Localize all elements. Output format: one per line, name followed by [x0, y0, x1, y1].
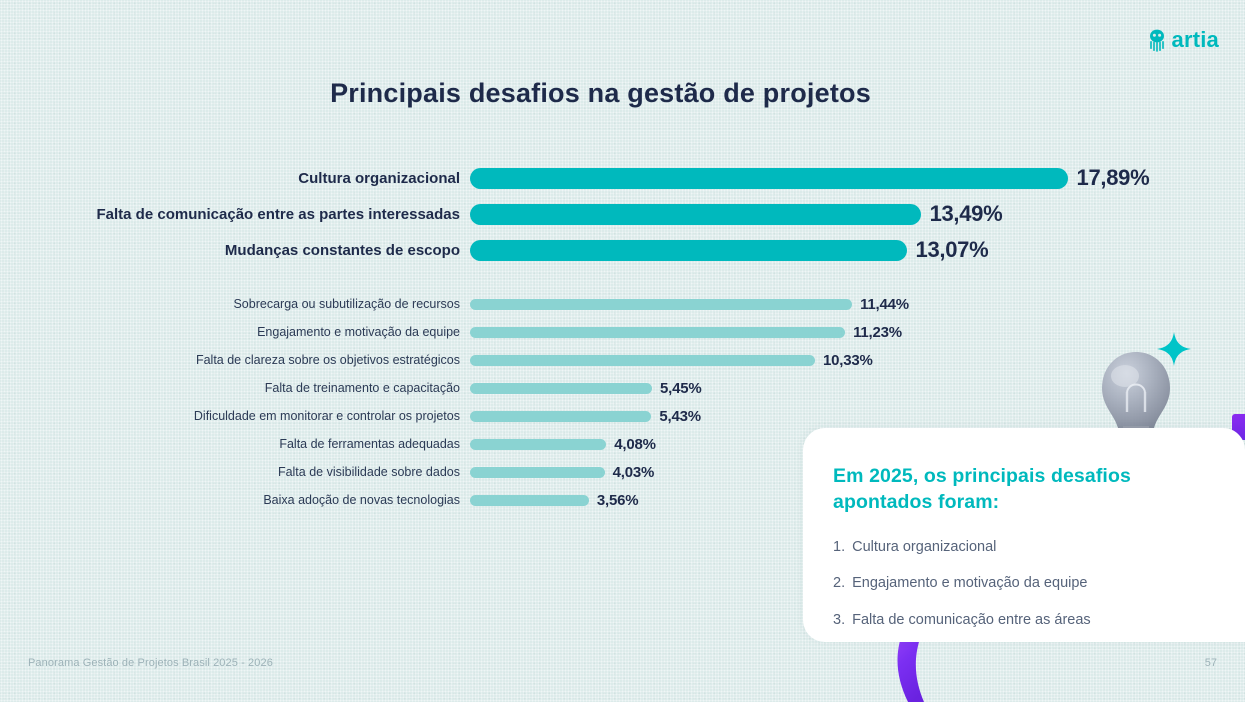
bar-track: 11,23% [470, 324, 1245, 341]
bar-value-label: 11,44% [860, 295, 909, 313]
bar-value-label: 4,03% [612, 463, 655, 481]
highlight-card: Em 2025, os principais desafios apontado… [803, 428, 1245, 642]
highlight-list-item: 3. Falta de comunicação entre as áreas [833, 610, 1211, 631]
bar-row: Mudanças constantes de escopo 13,07% [0, 232, 1245, 268]
bar-fill [470, 354, 816, 366]
list-item-number: 3. [833, 611, 846, 628]
bar-label: Falta de comunicação entre as partes int… [96, 205, 461, 223]
bar-label: Falta de ferramentas adequadas [279, 437, 460, 451]
bar-label: Mudanças constantes de escopo [224, 241, 460, 259]
bar-fill [470, 494, 589, 506]
bar-value-label: 11,23% [853, 323, 902, 341]
bar-row: Dificuldade em monitorar e controlar os … [0, 402, 1245, 430]
highlight-card-heading: Em 2025, os principais desafios apontado… [833, 465, 1131, 513]
bar-value-label: 13,49% [929, 201, 1003, 226]
bar-label: Baixa adoção de novas tecnologias [263, 493, 460, 507]
highlight-list-item: 1. Cultura organizacional [833, 537, 1211, 558]
bar-value-label: 10,33% [823, 351, 873, 369]
footer-source-text: Panorama Gestão de Projetos Brasil 2025 … [28, 657, 273, 669]
bar-fill [470, 203, 921, 225]
bar-label: Falta de visibilidade sobre dados [277, 465, 460, 479]
bar-row: Falta de clareza sobre os objetivos estr… [0, 346, 1245, 374]
page-title-text: Principais desafios na gestão de projeto… [330, 78, 871, 108]
bar-fill [470, 438, 607, 450]
bar-fill [470, 410, 652, 422]
bar-label: Cultura organizacional [298, 169, 460, 187]
bar-fill [470, 326, 846, 338]
bar-label: Falta de clareza sobre os objetivos estr… [195, 353, 460, 367]
bar-fill [470, 466, 605, 478]
bar-label: Sobrecarga ou subutilização de recursos [233, 297, 460, 311]
bar-label: Falta de treinamento e capacitação [264, 381, 460, 395]
logo-wordmark: artia [1171, 27, 1219, 52]
highlight-list-item: 2. Engajamento e motivação da equipe [833, 573, 1211, 594]
bar-value-label: 4,08% [614, 435, 656, 453]
bar-value-label: 17,89% [1076, 165, 1150, 190]
bar-fill [470, 382, 653, 394]
bar-track: 13,49% [470, 201, 1245, 227]
bar-row: Cultura organizacional 17,89% [0, 160, 1245, 196]
list-item-text: Cultura organizacional [852, 539, 997, 556]
bar-value-label: 13,07% [915, 237, 989, 262]
list-item-number: 2. [833, 575, 846, 592]
bar-track: 11,44% [470, 296, 1245, 313]
bar-fill [470, 239, 907, 261]
list-item-number: 1. [833, 539, 846, 556]
list-item-text: Engajamento e motivação da equipe [852, 575, 1088, 592]
bar-track: 17,89% [470, 165, 1245, 191]
artia-logo: artia [1147, 28, 1219, 52]
bar-value-label: 5,43% [659, 407, 701, 425]
bar-label: Dificuldade em monitorar e controlar os … [193, 409, 460, 423]
bar-label: Engajamento e motivação da equipe [257, 325, 460, 339]
bar-value-label: 5,45% [660, 379, 702, 397]
page-title: Principais desafios na gestão de projeto… [0, 78, 1245, 109]
bar-value-label: 3,56% [596, 491, 639, 509]
page-number: 57 [1204, 657, 1217, 669]
bar-fill [470, 167, 1068, 189]
octopus-icon [1149, 29, 1164, 52]
bar-track: 13,07% [470, 237, 1245, 263]
list-item-text: Falta de comunicação entre as áreas [852, 611, 1091, 628]
bar-row: Falta de treinamento e capacitação 5,45% [0, 374, 1245, 402]
bar-group-highlighted: Cultura organizacional 17,89% Falta de com… [0, 160, 1245, 268]
bar-row: Engajamento e motivação da equipe 11,23% [0, 318, 1245, 346]
bar-row: Sobrecarga ou subutilização de recursos 1… [0, 290, 1245, 318]
highlight-card-list: 1. Cultura organizacional 2. Engajamento e … [833, 537, 1211, 630]
bar-row: Falta de comunicação entre as partes int… [0, 196, 1245, 232]
bar-fill [470, 298, 853, 310]
